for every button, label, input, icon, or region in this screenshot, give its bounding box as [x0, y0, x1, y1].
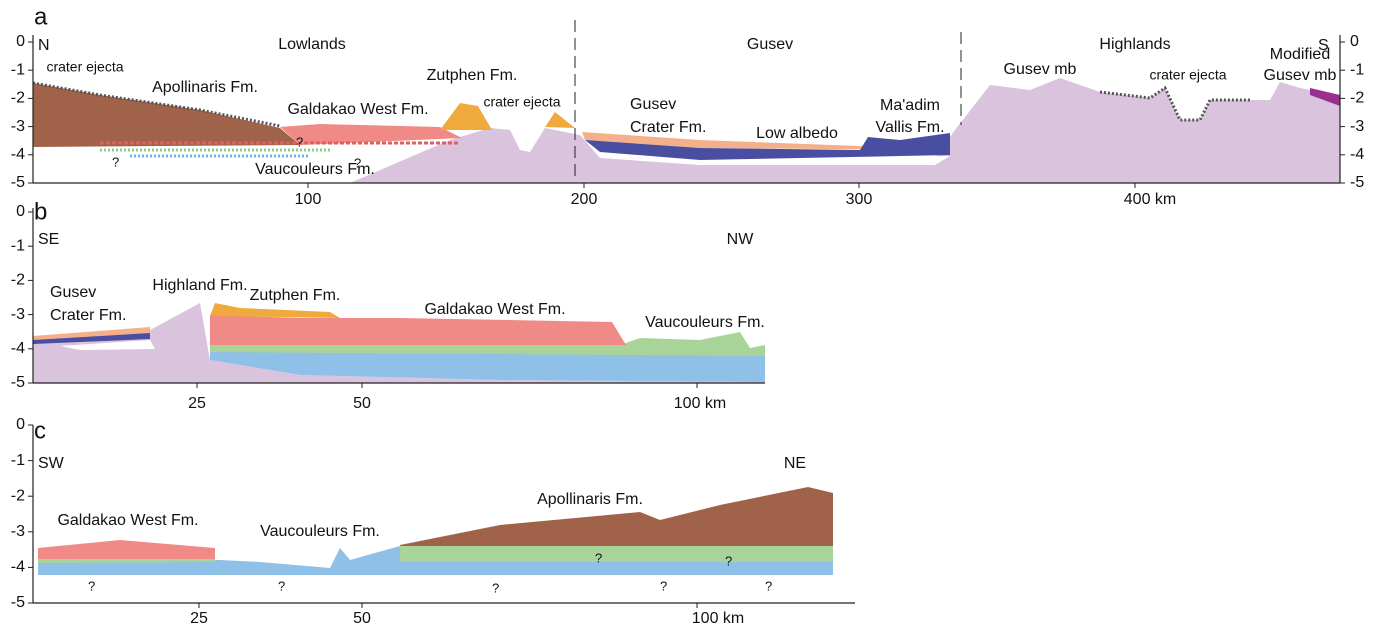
query: ?: [765, 578, 772, 593]
y-tick-label: 0: [1350, 33, 1359, 50]
unit-label: Crater Fm.: [630, 119, 706, 136]
query: ?: [88, 578, 95, 593]
y-tick-label: -3: [11, 523, 25, 540]
panel-b-geology: [32, 208, 765, 384]
unit-label: Apollinaris Fm.: [537, 491, 643, 508]
panel-label: b: [34, 198, 47, 225]
direction: S: [1318, 37, 1329, 54]
x-tick-label: 100: [295, 191, 322, 208]
x-tick-label: 400 km: [1124, 191, 1176, 208]
panel-label: c: [34, 417, 46, 444]
y-tick-label: 0: [16, 203, 25, 220]
y-tick-label: -2: [11, 272, 25, 289]
unit-label: Modified: [1270, 46, 1330, 63]
x-tick-label: 200: [571, 191, 598, 208]
direction: NW: [727, 231, 755, 248]
y-tick-label: -2: [11, 90, 25, 107]
unit-label: Zutphen Fm.: [427, 67, 518, 84]
unit-label: Apollinaris Fm.: [152, 79, 258, 96]
region: Gusev: [747, 36, 793, 53]
y-tick-label: -4: [11, 146, 25, 163]
y-tick-label: -1: [11, 237, 25, 254]
unit-label: Galdakao West Fm.: [287, 101, 428, 118]
unit-label: Galdakao West Fm.: [57, 512, 198, 529]
x-tick-label: 50: [353, 610, 371, 627]
x-tick-label: 100 km: [692, 610, 744, 627]
unit-label: Vaucouleurs Fm.: [255, 161, 375, 178]
y-tick-label: -4: [11, 559, 25, 576]
y-tick-label: -5: [11, 594, 25, 611]
y-tick-label: -4: [1350, 146, 1364, 163]
unit-label: Galdakao West Fm.: [424, 301, 565, 318]
query: ?: [354, 155, 361, 170]
y-tick-label: -1: [1350, 61, 1364, 78]
y-tick-label: -2: [11, 487, 25, 504]
region: Highlands: [1099, 36, 1170, 53]
x-tick-label: 50: [353, 395, 371, 412]
x-tick-label: 100 km: [674, 395, 726, 412]
unit-label: Vallis Fm.: [875, 119, 944, 136]
unit-label: Gusev mb: [1004, 61, 1077, 78]
unit-label: Highland Fm.: [152, 277, 247, 294]
query: ?: [112, 154, 119, 169]
axes-ticks: 0 -1 -2 -3 -4 -5 0 -1 -2 -3 -4 -5 100 200 300 400 km 0 -1…: [11, 33, 1365, 627]
y-tick-label: 0: [16, 416, 25, 433]
y-tick-label: 0: [16, 33, 25, 50]
query: ?: [296, 134, 303, 149]
query: ?: [725, 553, 732, 568]
y-tick-label: -1: [11, 452, 25, 469]
y-tick-label: -3: [11, 306, 25, 323]
query: ?: [595, 550, 602, 565]
y-tick-label: -1: [11, 61, 25, 78]
unit-label: Zutphen Fm.: [250, 287, 341, 304]
y-tick-label: -4: [11, 340, 25, 357]
panel-c-geology: [32, 425, 855, 604]
x-tick-label: 25: [190, 610, 208, 627]
unit-label: Ma'adim: [880, 97, 940, 114]
unit-label: Vaucouleurs Fm.: [645, 314, 765, 331]
query: ?: [492, 580, 499, 595]
y-tick-label: -3: [11, 118, 25, 135]
query: ?: [660, 578, 667, 593]
direction: SE: [38, 231, 59, 248]
panel-a-geology: [32, 20, 1341, 184]
y-tick-label: -5: [11, 374, 25, 391]
unit-label: crater ejecta: [483, 94, 560, 110]
y-tick-label: -5: [11, 174, 25, 191]
query: ?: [278, 578, 285, 593]
unit-label: crater ejecta: [46, 59, 123, 75]
direction: N: [38, 37, 50, 54]
y-tick-label: -3: [1350, 118, 1364, 135]
unit-label: crater ejecta: [1149, 67, 1226, 83]
unit-label: Low albedo: [756, 125, 838, 142]
unit-label: Gusev mb: [1264, 67, 1337, 84]
y-tick-label: -2: [1350, 90, 1364, 107]
direction: SW: [38, 455, 65, 472]
x-tick-label: 25: [188, 395, 206, 412]
region: Lowlands: [278, 36, 346, 53]
y-tick-label: -5: [1350, 174, 1364, 191]
unit-label: Gusev: [50, 284, 96, 301]
unit-label: Crater Fm.: [50, 307, 126, 324]
panel-label: a: [34, 3, 48, 30]
unit-label: Vaucouleurs Fm.: [260, 523, 380, 540]
unit-label: Gusev: [630, 96, 676, 113]
x-tick-label: 300: [846, 191, 873, 208]
direction: NE: [784, 455, 806, 472]
